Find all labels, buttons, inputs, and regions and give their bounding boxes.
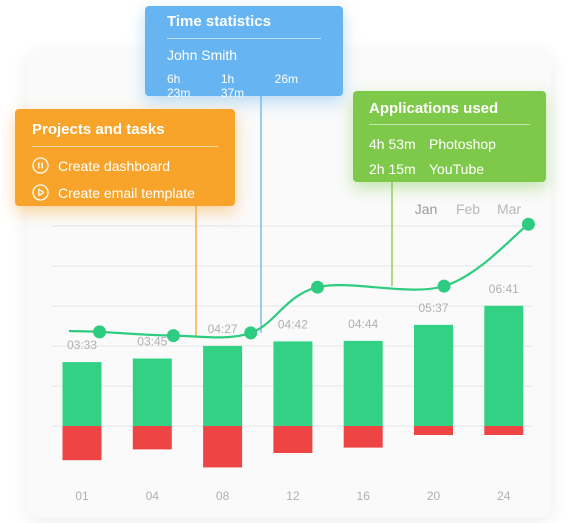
divider xyxy=(167,38,321,39)
bar-segment-green[interactable] xyxy=(132,358,172,427)
play-circle-icon[interactable] xyxy=(32,184,49,201)
duration-1: 6h 23m xyxy=(167,72,191,100)
data-label: 04:44 xyxy=(348,317,378,331)
app-name: Photoshop xyxy=(429,135,496,152)
bar-segment-red[interactable] xyxy=(273,426,313,453)
bar-segment-red[interactable] xyxy=(414,426,453,435)
bar-segment-red[interactable] xyxy=(132,426,172,450)
task-item[interactable]: Create email template xyxy=(32,179,218,206)
bar-segment-red[interactable] xyxy=(62,426,102,461)
month-label[interactable]: Mar xyxy=(497,201,521,217)
duration-3: 26m xyxy=(274,72,298,86)
bar-segment-green[interactable] xyxy=(484,305,524,426)
app-row: 2h 15m YouTube xyxy=(369,156,530,181)
x-tick-label: 04 xyxy=(146,489,160,503)
task-label: Create email template xyxy=(58,184,195,201)
applications-used-title: Applications used xyxy=(369,100,499,117)
x-tick-label: 08 xyxy=(216,489,230,503)
app-duration: 2h 15m xyxy=(369,160,416,177)
trend-point[interactable] xyxy=(244,326,258,340)
trend-point[interactable] xyxy=(521,217,535,231)
divider xyxy=(32,146,218,147)
data-label: 04:27 xyxy=(208,322,238,336)
pause-circle-icon[interactable] xyxy=(32,157,49,174)
data-label: 04:42 xyxy=(278,317,308,331)
projects-tasks-tooltip: Projects and tasks Create dashboard Crea… xyxy=(15,109,235,206)
bar-segment-green[interactable] xyxy=(343,340,383,426)
bar-segment-red[interactable] xyxy=(343,426,383,448)
trend-point[interactable] xyxy=(437,279,451,293)
bar-segment-green[interactable] xyxy=(62,362,102,426)
x-tick-label: 16 xyxy=(357,489,371,503)
x-tick-label: 20 xyxy=(427,489,441,503)
x-tick-label: 12 xyxy=(286,489,300,503)
time-statistics-title: Time statistics xyxy=(167,13,271,30)
x-tick-label: 01 xyxy=(75,489,89,503)
duration-2: 1h 37m xyxy=(220,72,245,100)
trend-point[interactable] xyxy=(166,329,180,343)
month-label[interactable]: Feb xyxy=(456,201,480,217)
bar-segment-green[interactable] xyxy=(203,345,243,426)
user-name: John Smith xyxy=(167,47,238,63)
app-name: YouTube xyxy=(429,160,485,177)
time-statistics-tooltip: Time statistics John Smith 6h 23m 1h 37m… xyxy=(145,6,343,100)
app-duration: 4h 53m xyxy=(369,135,416,152)
bar-segment-red[interactable] xyxy=(203,426,243,468)
task-label: Create dashboard xyxy=(58,157,171,174)
month-label[interactable]: Jan xyxy=(415,201,438,217)
bar-segment-green[interactable] xyxy=(273,341,313,426)
projects-tasks-title: Projects and tasks xyxy=(32,121,165,138)
bar-segment-red[interactable] xyxy=(484,426,524,435)
trend-point[interactable] xyxy=(93,325,107,339)
data-label: 03:33 xyxy=(67,338,97,352)
divider xyxy=(369,124,530,125)
data-label: 06:41 xyxy=(489,282,519,296)
task-item[interactable]: Create dashboard xyxy=(32,152,218,179)
x-tick-label: 24 xyxy=(497,489,511,503)
applications-used-tooltip: Applications used 4h 53m Photoshop 2h 15… xyxy=(353,91,546,182)
app-row: 4h 53m Photoshop xyxy=(369,131,530,156)
data-label: 03:45 xyxy=(137,335,167,349)
trend-point[interactable] xyxy=(311,280,325,294)
bar-segment-green[interactable] xyxy=(414,324,453,426)
data-label: 05:37 xyxy=(418,301,448,315)
